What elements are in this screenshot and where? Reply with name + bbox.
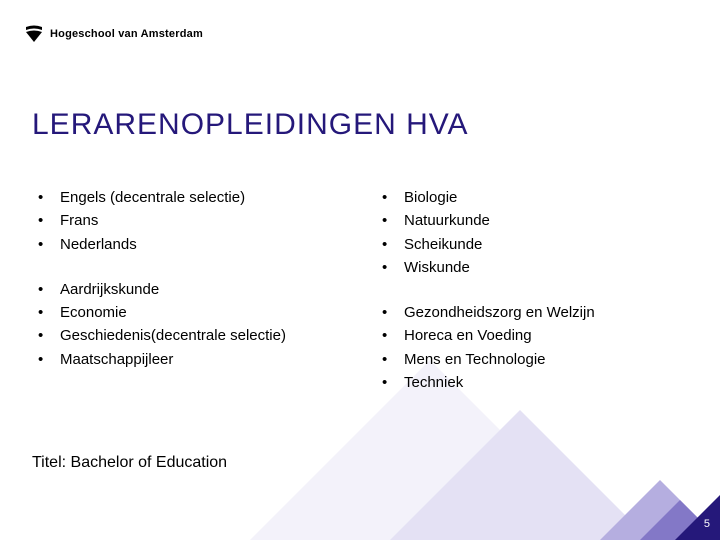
content-columns: •Engels (decentrale selectie)•Frans•Nede…	[32, 186, 660, 416]
bullet-block: •Biologie•Natuurkunde•Scheikunde•Wiskund…	[376, 186, 660, 279]
bullet-icon: •	[376, 209, 404, 232]
corner-decoration: 5	[600, 480, 720, 540]
list-item-label: Engels (decentrale selectie)	[60, 186, 316, 209]
bullet-icon: •	[32, 186, 60, 209]
bullet-icon: •	[32, 209, 60, 232]
list-item: •Aardrijkskunde	[32, 278, 316, 301]
list-item: •Techniek	[376, 371, 660, 394]
footer-label: Titel: Bachelor of Education	[32, 454, 227, 472]
bullet-icon: •	[376, 324, 404, 347]
list-item-label: Nederlands	[60, 233, 316, 256]
list-item: •Geschiedenis(decentrale selectie)	[32, 324, 316, 347]
bullet-icon: •	[376, 233, 404, 256]
list-item-label: Aardrijkskunde	[60, 278, 316, 301]
brand-name: Hogeschool van Amsterdam	[50, 28, 203, 40]
list-item-label: Maatschappijleer	[60, 348, 316, 371]
bullet-icon: •	[376, 301, 404, 324]
list-item: •Biologie	[376, 186, 660, 209]
slide: Hogeschool van Amsterdam LERARENOPLEIDIN…	[0, 0, 720, 540]
column-right: •Biologie•Natuurkunde•Scheikunde•Wiskund…	[376, 186, 660, 416]
list-item-label: Techniek	[404, 371, 660, 394]
bullet-block: •Aardrijkskunde•Economie•Geschiedenis(de…	[32, 278, 316, 371]
list-item-label: Wiskunde	[404, 256, 660, 279]
bullet-icon: •	[32, 348, 60, 371]
list-item-label: Geschiedenis(decentrale selectie)	[60, 324, 316, 347]
list-item: •Engels (decentrale selectie)	[32, 186, 316, 209]
bullet-block: •Gezondheidszorg en Welzijn•Horeca en Vo…	[376, 301, 660, 394]
bullet-icon: •	[376, 371, 404, 394]
list-item: •Scheikunde	[376, 233, 660, 256]
bullet-icon: •	[376, 348, 404, 371]
list-item: •Wiskunde	[376, 256, 660, 279]
list-item: •Economie	[32, 301, 316, 324]
brand-logo: Hogeschool van Amsterdam	[24, 24, 203, 44]
bullet-icon: •	[376, 256, 404, 279]
bullet-icon: •	[32, 278, 60, 301]
list-item-label: Scheikunde	[404, 233, 660, 256]
bullet-block: •Engels (decentrale selectie)•Frans•Nede…	[32, 186, 316, 256]
column-left: •Engels (decentrale selectie)•Frans•Nede…	[32, 186, 316, 416]
list-item: •Natuurkunde	[376, 209, 660, 232]
list-item-label: Frans	[60, 209, 316, 232]
list-item: •Gezondheidszorg en Welzijn	[376, 301, 660, 324]
bullet-icon: •	[376, 186, 404, 209]
brand-mark-icon	[24, 24, 44, 44]
list-item: •Horeca en Voeding	[376, 324, 660, 347]
list-item: •Nederlands	[32, 233, 316, 256]
list-item-label: Horeca en Voeding	[404, 324, 660, 347]
list-item: •Maatschappijleer	[32, 348, 316, 371]
list-item-label: Mens en Technologie	[404, 348, 660, 371]
list-item-label: Biologie	[404, 186, 660, 209]
page-number: 5	[704, 518, 710, 530]
list-item-label: Natuurkunde	[404, 209, 660, 232]
slide-title: LERARENOPLEIDINGEN HVA	[32, 108, 469, 142]
list-item-label: Gezondheidszorg en Welzijn	[404, 301, 660, 324]
list-item-label: Economie	[60, 301, 316, 324]
bullet-icon: •	[32, 233, 60, 256]
list-item: •Frans	[32, 209, 316, 232]
bullet-icon: •	[32, 301, 60, 324]
list-item: •Mens en Technologie	[376, 348, 660, 371]
bullet-icon: •	[32, 324, 60, 347]
